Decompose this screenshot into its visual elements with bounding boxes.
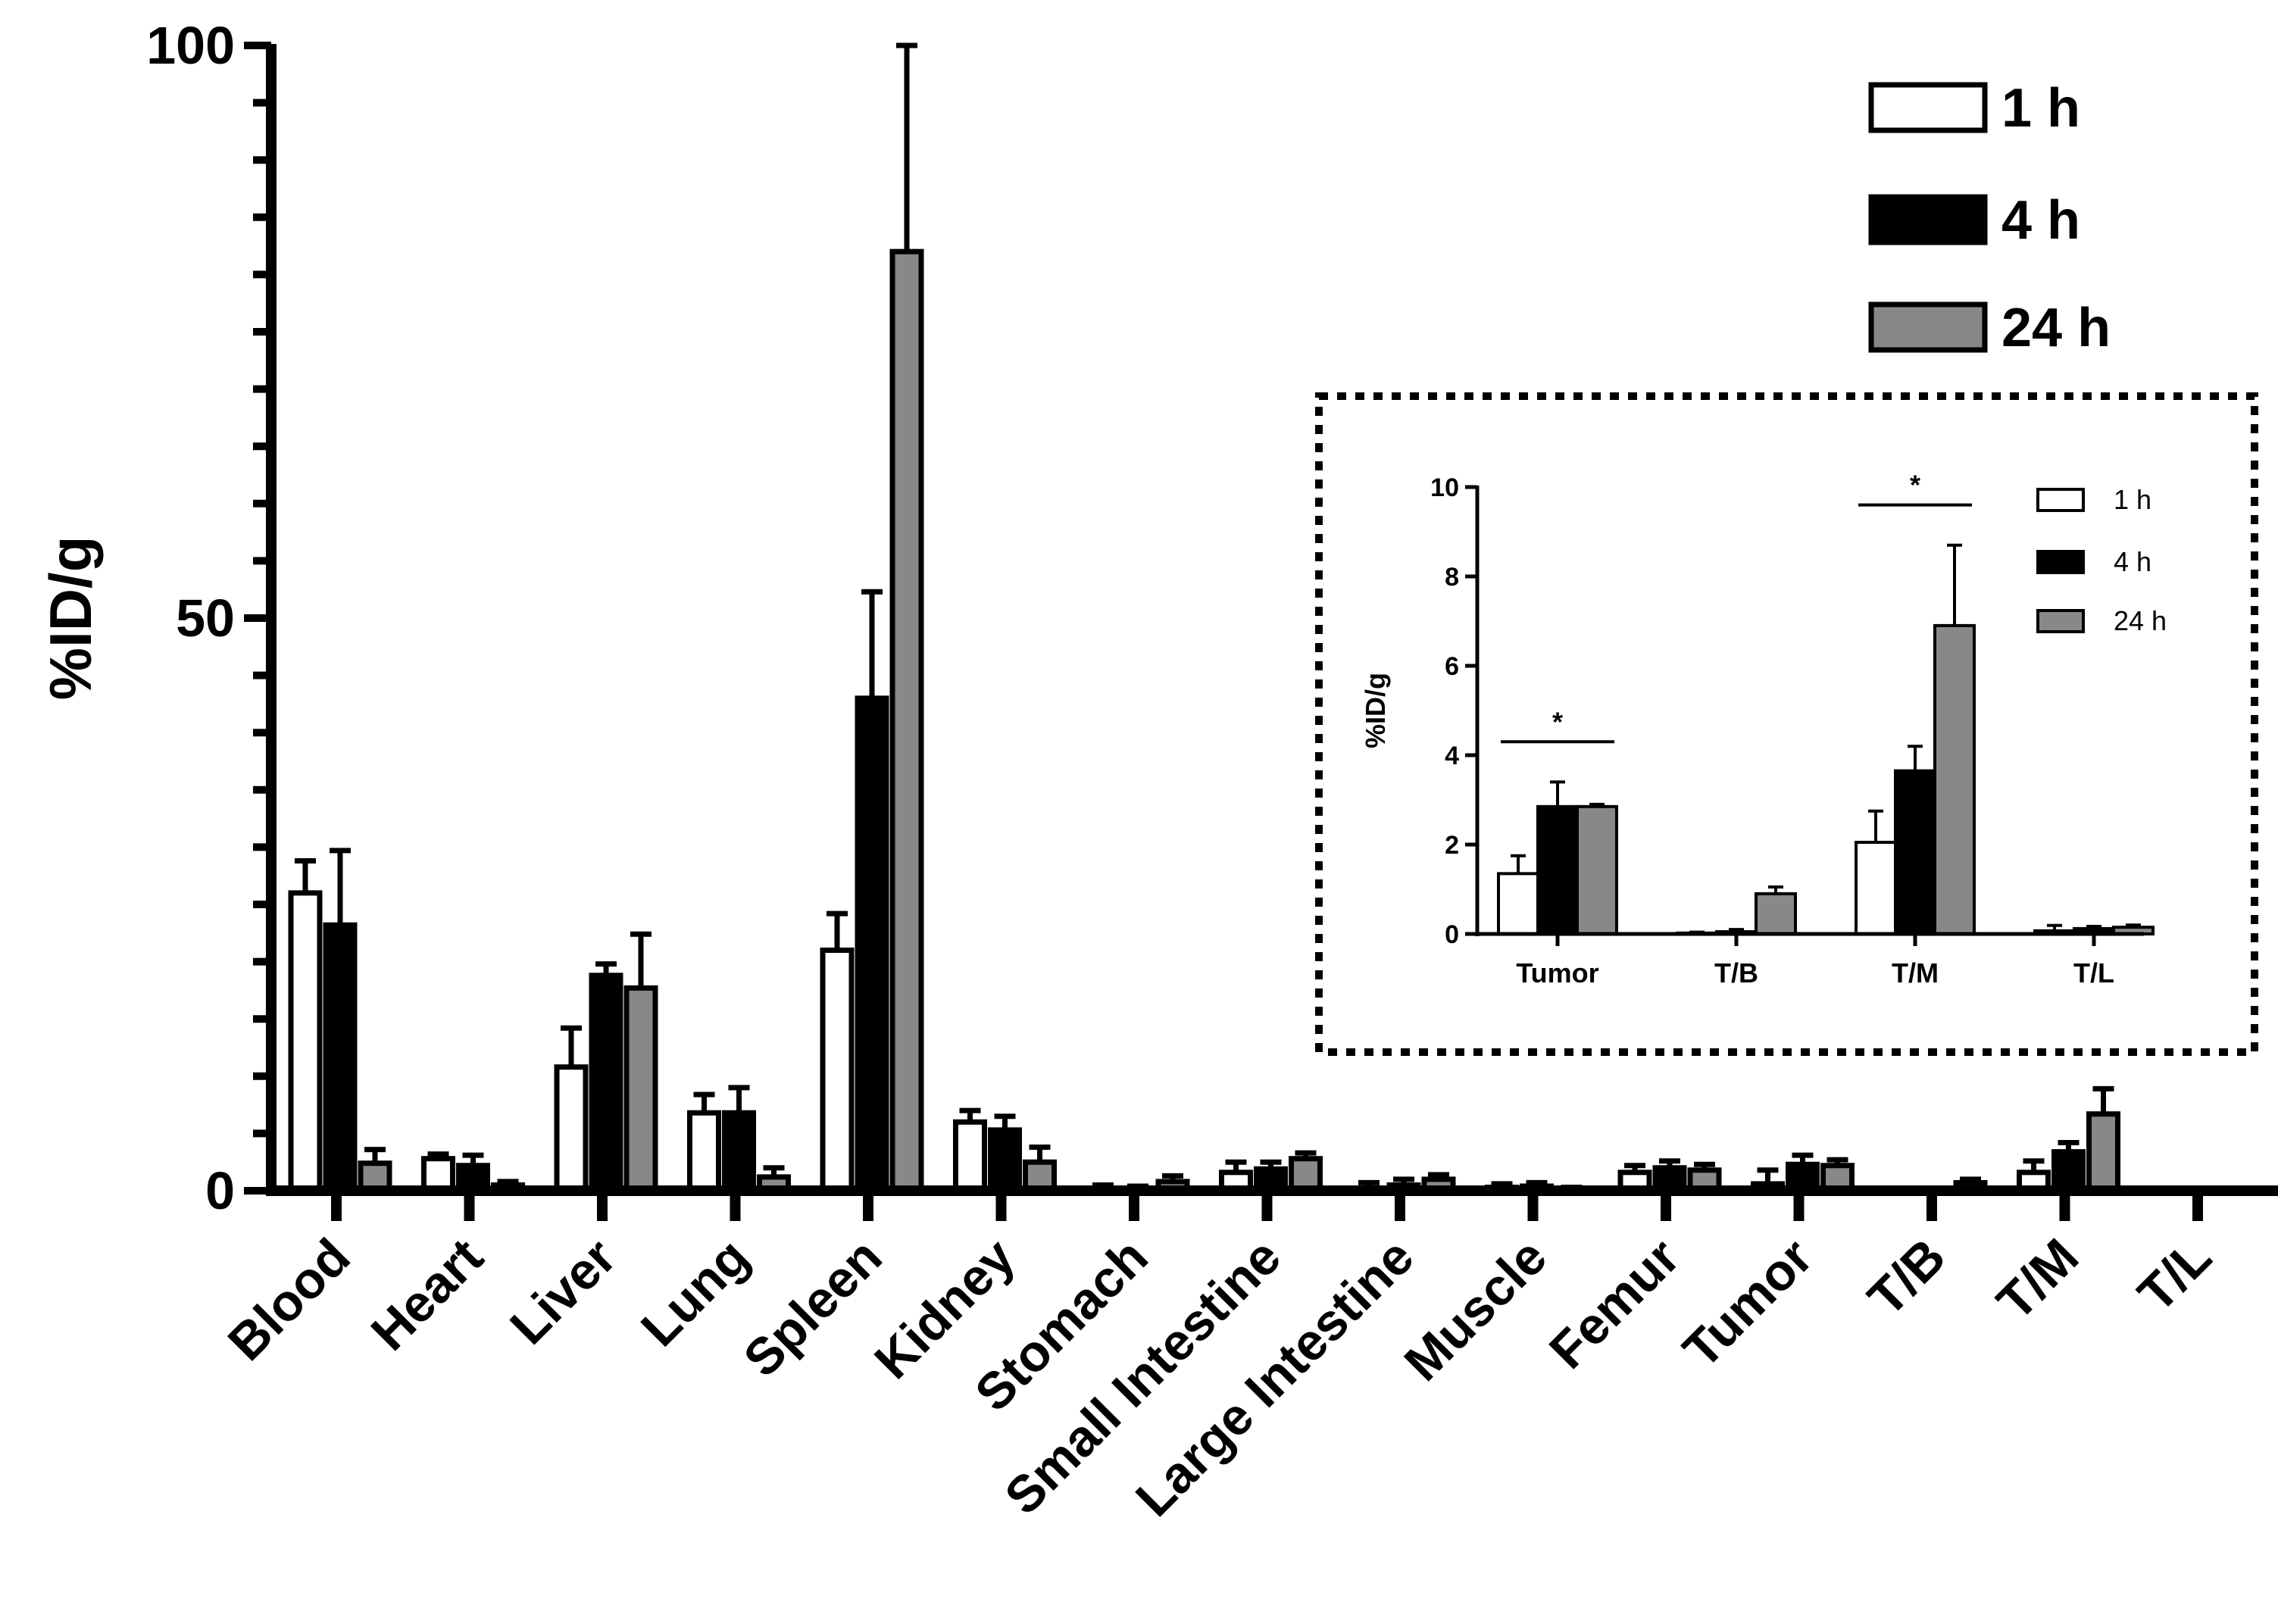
inset-bar-t-m-24-h xyxy=(1933,623,1976,936)
main-x-label-femur: Femur xyxy=(1539,1228,1691,1380)
inset-legend-label-24-h: 24 h xyxy=(2114,605,2167,636)
bar-blood-1-h xyxy=(288,890,323,1194)
main-y-axis-title: %ID/g xyxy=(37,536,104,701)
main-legend-label-1-h: 1 h xyxy=(2001,78,2080,139)
bar-liver-24-h xyxy=(623,985,658,1194)
inset-legend-label-4-h: 4 h xyxy=(2114,546,2151,577)
inset-x-label-t-m: T/M xyxy=(1892,957,1939,988)
bar-spleen-1-h xyxy=(820,947,855,1194)
inset-bar-t-b-24-h xyxy=(1755,892,1797,936)
significance-star-t-m: * xyxy=(1910,470,1920,501)
main-y-tick-label: 100 xyxy=(146,16,235,75)
main-x-label-muscle: Muscle xyxy=(1393,1228,1558,1392)
bar-kidney-4-h xyxy=(988,1127,1022,1194)
inset-x-label-tumor: Tumor xyxy=(1516,957,1598,988)
inset-chart: 0 2 4 6 8 10 %ID/g Tumor T/B T/M T/L * * 1 h 4 h 24 h xyxy=(1315,392,2258,1056)
main-legend-swatch-4-h xyxy=(1868,194,1988,245)
main-legend-label-4-h: 4 h xyxy=(2001,190,2080,251)
bar-kidney-1-h xyxy=(953,1119,987,1194)
main-y-tick-label: 0 xyxy=(205,1161,235,1220)
bar-spleen-4-h xyxy=(855,695,889,1194)
inset-frame xyxy=(1315,392,2258,1056)
inset-legend-swatch-4-h xyxy=(2036,550,2085,574)
main-legend: 1 h 4 h 24 h xyxy=(1868,78,2111,358)
bar-spleen-24-h xyxy=(889,248,924,1194)
main-x-label-liver: Liver xyxy=(499,1228,627,1356)
inset-y-axis-title: %ID/g xyxy=(1360,673,1391,748)
bar-t-m-24-h xyxy=(2086,1111,2120,1194)
main-x-label-lung: Lung xyxy=(630,1228,760,1357)
bar-liver-1-h xyxy=(554,1064,589,1194)
inset-legend-swatch-1-h xyxy=(2036,488,2085,512)
inset-bar-tumor-24-h xyxy=(1576,804,1618,935)
main-legend-swatch-24-h xyxy=(1868,301,1988,353)
inset-bar-tumor-4-h xyxy=(1536,804,1579,935)
inset-y-tick-label: 8 xyxy=(1445,563,1459,592)
inset-y-tick-label: 0 xyxy=(1445,920,1459,949)
inset-y-tick-label: 4 xyxy=(1445,742,1459,770)
inset-x-label-t-b: T/B xyxy=(1714,957,1758,988)
main-x-label-t-m: T/M xyxy=(1986,1228,2090,1332)
main-x-label-t-l: T/L xyxy=(2127,1228,2223,1323)
bar-lung-1-h xyxy=(687,1110,721,1194)
inset-bar-tumor-1-h xyxy=(1497,872,1539,935)
bar-t-m-4-h xyxy=(2051,1149,2086,1194)
main-legend-swatch-1-h xyxy=(1868,82,1988,133)
main-x-label-tumor: Tumor xyxy=(1672,1228,1823,1379)
inset-legend-swatch-24-h xyxy=(2036,609,2085,633)
main-x-label-blood: Blood xyxy=(217,1228,361,1372)
inset-bar-t-m-1-h xyxy=(1855,841,1897,936)
inset-bar-t-m-4-h xyxy=(1894,769,1936,936)
inset-x-label-t-l: T/L xyxy=(2073,957,2114,988)
inset-legend-label-1-h: 1 h xyxy=(2114,484,2151,515)
significance-star-tumor: * xyxy=(1552,706,1563,737)
bar-liver-4-h xyxy=(589,973,623,1194)
main-x-label-t-b: T/B xyxy=(1857,1228,1956,1327)
main-legend-label-24-h: 24 h xyxy=(2001,298,2111,358)
main-y-tick-label: 50 xyxy=(176,589,235,648)
inset-y-tick-label: 6 xyxy=(1445,652,1459,681)
main-x-label-heart: Heart xyxy=(360,1228,494,1362)
main-x-label-spleen: Spleen xyxy=(733,1228,892,1388)
bar-lung-4-h xyxy=(722,1110,756,1194)
bar-blood-4-h xyxy=(323,922,358,1194)
inset-y-tick-label: 10 xyxy=(1430,473,1459,502)
inset-y-tick-label: 2 xyxy=(1445,831,1459,860)
inset-legend: 1 h 4 h 24 h xyxy=(2036,484,2167,636)
